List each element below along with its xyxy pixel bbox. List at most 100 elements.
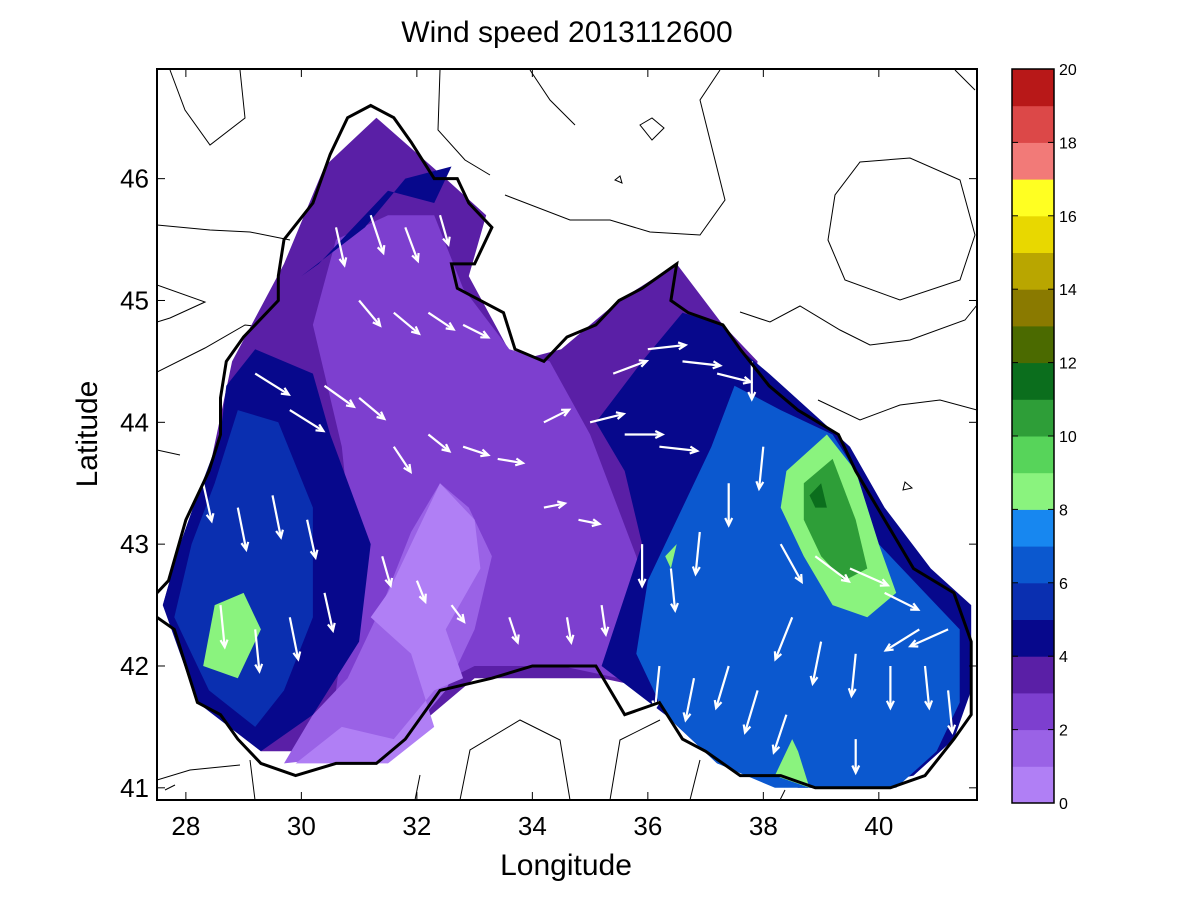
colorbar-band bbox=[1012, 69, 1054, 107]
wind-vector bbox=[438, 214, 451, 248]
colorbar: 0 2 4 6 8 10 12 14 16 18 20 bbox=[1011, 62, 1077, 813]
colorbar-band bbox=[1012, 215, 1054, 253]
wind-vector bbox=[647, 341, 689, 351]
colorbar-band bbox=[1012, 399, 1054, 437]
colorbar-band bbox=[1012, 582, 1054, 620]
colorbar-tick-label: 12 bbox=[1059, 356, 1077, 373]
colorbar-band bbox=[1012, 692, 1054, 731]
wind-vector bbox=[669, 568, 679, 614]
wind-region-4-5 bbox=[301, 166, 452, 277]
wind-vector bbox=[254, 629, 264, 674]
colorbar-band bbox=[1012, 325, 1054, 364]
wind-vector bbox=[612, 359, 650, 375]
wind-vector-arrows bbox=[202, 214, 957, 776]
colorbar-tick-label: 0 bbox=[1059, 796, 1068, 813]
y-axis-label: Latitude bbox=[71, 381, 104, 488]
wind-vector bbox=[923, 665, 934, 711]
wind-vector bbox=[724, 483, 734, 528]
wind-vector bbox=[358, 397, 387, 421]
y-tick-label: 42 bbox=[120, 651, 149, 681]
colorbar-band bbox=[1012, 729, 1054, 767]
wind-vector bbox=[306, 519, 319, 561]
wind-region-6-7 bbox=[636, 385, 960, 788]
colorbar-band bbox=[1012, 105, 1054, 143]
y-tick-label: 46 bbox=[120, 164, 149, 194]
wind-vector bbox=[543, 408, 572, 424]
wind-vector bbox=[851, 739, 861, 776]
colorbar-tick-label: 2 bbox=[1059, 723, 1068, 740]
wind-vector bbox=[637, 544, 647, 589]
wind-vector bbox=[450, 604, 466, 624]
y-tick-label: 45 bbox=[120, 285, 149, 315]
wind-vector bbox=[381, 555, 394, 589]
wind-vector bbox=[814, 555, 851, 584]
wind-vector bbox=[404, 227, 420, 264]
plot-frame bbox=[156, 68, 978, 801]
colorbar-band bbox=[1012, 289, 1054, 327]
wind-vector bbox=[624, 430, 666, 439]
wind-vector bbox=[392, 446, 413, 475]
wind-vector bbox=[369, 214, 386, 256]
wind-vector bbox=[809, 641, 823, 687]
colorbar-band bbox=[1012, 509, 1054, 547]
wind-vector bbox=[682, 360, 723, 370]
wind-vector bbox=[682, 677, 696, 723]
colorbar-band bbox=[1012, 179, 1054, 217]
wind-vector bbox=[771, 714, 788, 755]
colorbar-tick-label: 16 bbox=[1059, 209, 1077, 226]
x-tick-label: 28 bbox=[171, 811, 200, 841]
wind-vector bbox=[847, 653, 857, 699]
colorbar-tick-label: 14 bbox=[1059, 282, 1077, 299]
wind-vector bbox=[947, 690, 957, 735]
wind-vector bbox=[578, 518, 602, 528]
x-tick-label: 40 bbox=[864, 811, 893, 841]
wind-vector bbox=[334, 227, 348, 268]
colorbar-band bbox=[1012, 656, 1054, 694]
wind-vector bbox=[497, 457, 526, 467]
wind-vector bbox=[323, 592, 336, 634]
wind-vector bbox=[600, 604, 610, 638]
wind-vector bbox=[589, 411, 627, 424]
wind-vector bbox=[565, 617, 575, 646]
colorbar-band bbox=[1012, 252, 1054, 290]
wind-region-8-9 bbox=[203, 592, 261, 679]
wind-vector bbox=[415, 580, 427, 605]
wind-vector bbox=[427, 433, 452, 453]
y-tick-label: 44 bbox=[120, 407, 149, 437]
x-axis-label: Longitude bbox=[500, 849, 632, 882]
wind-vector bbox=[288, 617, 302, 662]
colorbar-tick-label: 20 bbox=[1059, 62, 1077, 79]
colorbar-band bbox=[1012, 436, 1054, 474]
wind-vector bbox=[659, 445, 700, 455]
wind-vector bbox=[742, 690, 759, 735]
wind-vector bbox=[323, 384, 356, 409]
x-tick-label: 32 bbox=[402, 811, 431, 841]
wind-vector bbox=[462, 323, 491, 339]
wind-vector bbox=[883, 628, 920, 652]
wind-vector bbox=[773, 616, 794, 662]
coastline bbox=[157, 103, 973, 790]
colorbar-band bbox=[1012, 142, 1054, 180]
x-tick-label: 34 bbox=[518, 811, 547, 841]
y-axis-ticks: 41 42 43 44 45 46 bbox=[120, 164, 977, 803]
x-axis-ticks: 28 30 32 34 36 38 40 bbox=[171, 69, 893, 841]
colorbar-band bbox=[1012, 766, 1054, 804]
wind-vector bbox=[462, 445, 491, 458]
wind-vector bbox=[271, 495, 284, 540]
land-contour-lines bbox=[157, 69, 977, 800]
colorbar-band bbox=[1012, 472, 1054, 510]
y-tick-label: 43 bbox=[120, 529, 149, 559]
wind-vector bbox=[219, 604, 229, 650]
wind-vector bbox=[713, 665, 730, 711]
wind-vector bbox=[691, 531, 701, 577]
colorbar-tick-label: 4 bbox=[1059, 649, 1068, 666]
colorbar-tick-label: 10 bbox=[1059, 429, 1077, 446]
wind-region-8-9 bbox=[665, 544, 677, 569]
colorbar-tick-label: 18 bbox=[1059, 135, 1077, 152]
wind-vector bbox=[202, 482, 215, 524]
wind-vector bbox=[393, 311, 421, 336]
wind-speed-contour-fills bbox=[162, 117, 972, 788]
colorbar-band bbox=[1012, 362, 1054, 400]
x-tick-label: 38 bbox=[749, 811, 778, 841]
